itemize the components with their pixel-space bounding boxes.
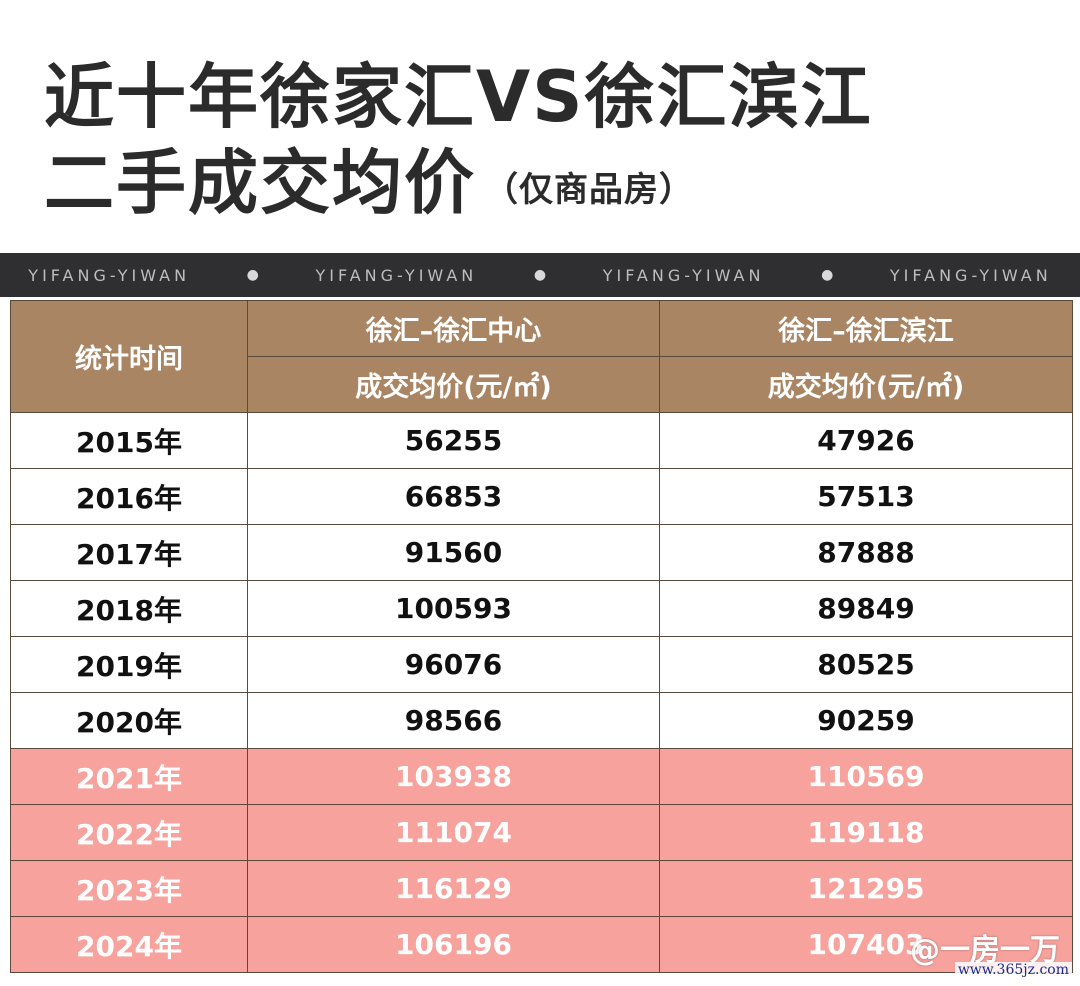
cell-xuhui-riverside: 57513 (659, 468, 1073, 525)
cell-year: 2024年 (10, 916, 248, 973)
table-row: 2019年 96076 80525 (10, 636, 1073, 693)
cell-xuhui-riverside: 110569 (659, 748, 1073, 805)
cell-xuhui-center: 116129 (247, 860, 660, 917)
cell-xuhui-riverside: 107403 (659, 916, 1073, 973)
cell-year: 2016年 (10, 468, 248, 525)
cell-year: 2017年 (10, 524, 248, 581)
header-col2-unit: 成交均价(元/㎡) (659, 356, 1073, 413)
cell-xuhui-riverside: 89849 (659, 580, 1073, 637)
banner-text: YIFANG-YIWAN (28, 265, 191, 285)
table-row-highlight: 2024年 106196 107403 (10, 916, 1073, 973)
cell-year: 2020年 (10, 692, 248, 749)
banner-dot-icon: ● (533, 267, 547, 283)
cell-xuhui-center: 96076 (247, 636, 660, 693)
cell-xuhui-center: 98566 (247, 692, 660, 749)
cell-xuhui-center: 56255 (247, 412, 660, 469)
header-col2-name: 徐汇–徐汇滨江 (659, 300, 1073, 357)
page-title-line1: 近十年徐家汇VS徐汇滨江 (44, 56, 873, 138)
cell-xuhui-center: 111074 (247, 804, 660, 861)
banner-dot-icon: ● (246, 267, 259, 283)
banner-dot-icon: ● (821, 267, 834, 283)
cell-year: 2023年 (10, 860, 248, 917)
table-row: 2015年 56255 47926 (10, 412, 1073, 469)
header-col1-unit: 成交均价(元/㎡) (247, 356, 660, 413)
table-row: 2017年 91560 87888 (10, 524, 1073, 581)
cell-year: 2021年 (10, 748, 248, 805)
banner-text: YIFANG-YIWAN (602, 265, 765, 285)
table-row: 2016年 66853 57513 (10, 468, 1073, 525)
cell-xuhui-center: 106196 (247, 916, 660, 973)
page-title-main: 二手成交均价 (44, 142, 476, 224)
cell-year: 2022年 (10, 804, 248, 861)
table-row: 2020年 98566 90259 (10, 692, 1073, 749)
cell-xuhui-center: 100593 (247, 580, 660, 637)
banner-text: YIFANG-YIWAN (315, 265, 478, 285)
cell-xuhui-riverside: 119118 (659, 804, 1073, 861)
cell-xuhui-riverside: 90259 (659, 692, 1073, 749)
table-row-highlight: 2022年 111074 119118 (10, 804, 1073, 861)
cell-xuhui-riverside: 87888 (659, 524, 1073, 581)
page-title-note: （仅商品房） (484, 170, 694, 210)
cell-xuhui-riverside: 121295 (659, 860, 1073, 917)
cell-year: 2018年 (10, 580, 248, 637)
page-title-line2: 二手成交均价 （仅商品房） (44, 138, 694, 235)
header-time: 统计时间 (10, 300, 248, 413)
cell-year: 2015年 (10, 412, 248, 469)
table-row: 2018年 100593 89849 (10, 580, 1073, 637)
price-table-wrapper: 统计时间 徐汇–徐汇中心 徐汇–徐汇滨江 成交均价(元/㎡) 成交均价(元/㎡)… (10, 300, 1073, 973)
cell-xuhui-center: 66853 (247, 468, 660, 525)
cell-year: 2019年 (10, 636, 248, 693)
cell-xuhui-center: 91560 (247, 524, 660, 581)
table-row-highlight: 2023年 116129 121295 (10, 860, 1073, 917)
table-row-highlight: 2021年 103938 110569 (10, 748, 1073, 805)
header-col1-name: 徐汇–徐汇中心 (247, 300, 660, 357)
brand-banner: YIFANG-YIWAN ● YIFANG-YIWAN ● YIFANG-YIW… (0, 253, 1080, 297)
price-table: 统计时间 徐汇–徐汇中心 徐汇–徐汇滨江 成交均价(元/㎡) 成交均价(元/㎡)… (10, 300, 1073, 973)
cell-xuhui-riverside: 80525 (659, 636, 1073, 693)
banner-text: YIFANG-YIWAN (889, 265, 1052, 285)
cell-xuhui-center: 103938 (247, 748, 660, 805)
cell-xuhui-riverside: 47926 (659, 412, 1073, 469)
site-watermark: www.365jz.com (954, 962, 1072, 978)
